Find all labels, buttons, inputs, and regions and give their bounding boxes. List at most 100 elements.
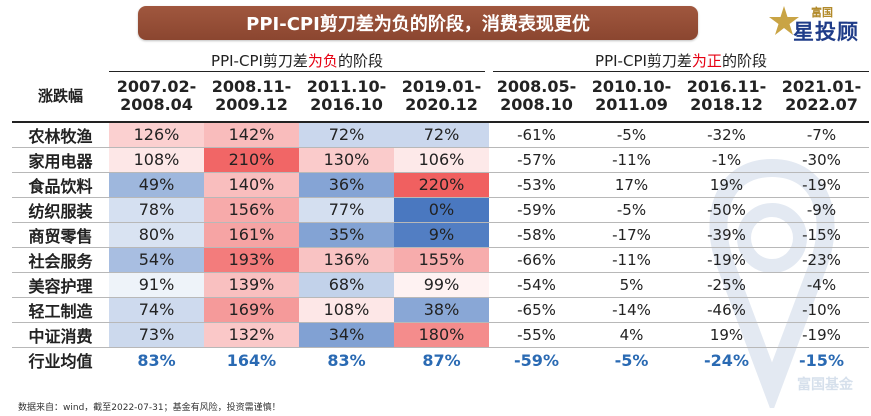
value-cell: -66% bbox=[489, 247, 584, 273]
value-cell: -19% bbox=[774, 172, 869, 198]
value-cell: 72% bbox=[299, 121, 394, 148]
value-cell: -5% bbox=[584, 121, 679, 148]
row-label: 行业均值 bbox=[28, 352, 93, 372]
value-cell: 164% bbox=[226, 350, 277, 370]
period-header-row: 涨跌幅 2007.02- 2008.04 2008.11- 2009.12 2011.1… bbox=[12, 71, 869, 123]
period-end: 2020.12 bbox=[405, 95, 478, 115]
table-row: 美容护理 91% 139% 68% 99% -54% 5% -25% -4% bbox=[12, 272, 869, 298]
value-cell: 35% bbox=[299, 222, 394, 248]
value-cell: -61% bbox=[489, 121, 584, 148]
value-cell: 83% bbox=[327, 350, 366, 370]
value-cell: 161% bbox=[204, 222, 299, 248]
value-cell: 87% bbox=[422, 350, 461, 370]
value-cell: 17% bbox=[584, 172, 679, 198]
logo-big-text: 星投顾 bbox=[793, 20, 859, 44]
period-end: 2008.10 bbox=[500, 95, 573, 115]
table-body: 农林牧渔 126% 142% 72% 72% -61% -5% -32% -7% 家用电器 108%… bbox=[12, 121, 869, 374]
group-header-positive: PPI-CPI剪刀差为正的阶段 bbox=[485, 50, 869, 72]
value-cell: -11% bbox=[584, 247, 679, 273]
title-banner: PPI-CPI剪刀差为负的阶段，消费表现更优 bbox=[138, 6, 698, 40]
period-start: 2010.10- bbox=[591, 77, 672, 97]
value-cell: -24% bbox=[704, 350, 749, 370]
value-cell: 169% bbox=[204, 297, 299, 323]
value-cell: -9% bbox=[774, 197, 869, 223]
value-cell: 140% bbox=[204, 172, 299, 198]
value-cell: -30% bbox=[774, 147, 869, 173]
logo-small-text: 富国 bbox=[811, 6, 833, 19]
table-row: 家用电器 108% 210% 130% 106% -57% -11% -1% -30% bbox=[12, 147, 869, 173]
value-cell: 0% bbox=[394, 197, 489, 223]
value-cell: 210% bbox=[204, 147, 299, 173]
group-header-prefix: PPI-CPI剪刀差 bbox=[595, 52, 692, 70]
period-end: 2018.12 bbox=[690, 95, 763, 115]
value-cell: -5% bbox=[584, 197, 679, 223]
period-header: 2010.10- 2011.09 bbox=[584, 71, 679, 123]
value-cell: 139% bbox=[204, 272, 299, 298]
row-label: 家用电器 bbox=[12, 147, 109, 173]
value-cell: 74% bbox=[109, 297, 204, 323]
value-cell: -10% bbox=[774, 297, 869, 323]
brand-logo: 富国 星投顾 bbox=[769, 2, 861, 44]
value-cell: -19% bbox=[774, 322, 869, 348]
row-label: 商贸零售 bbox=[12, 222, 109, 248]
value-cell: 126% bbox=[109, 121, 204, 148]
period-start: 2021.01- bbox=[781, 77, 862, 97]
group-header-highlight: 为负 bbox=[307, 52, 338, 70]
period-start: 2016.11- bbox=[686, 77, 767, 97]
table-row: 轻工制造 74% 169% 108% 38% -65% -14% -46% -10% bbox=[12, 297, 869, 323]
period-header: 2008.05- 2008.10 bbox=[489, 71, 584, 123]
value-cell: 91% bbox=[109, 272, 204, 298]
period-header: 2011.10- 2016.10 bbox=[299, 71, 394, 123]
row-label: 食品饮料 bbox=[12, 172, 109, 198]
value-cell: -4% bbox=[774, 272, 869, 298]
value-cell: 99% bbox=[394, 272, 489, 298]
period-end: 2016.10 bbox=[310, 95, 383, 115]
value-cell: 193% bbox=[204, 247, 299, 273]
value-cell: 19% bbox=[679, 322, 774, 348]
value-cell: 220% bbox=[394, 172, 489, 198]
value-cell: -50% bbox=[679, 197, 774, 223]
value-cell: 108% bbox=[109, 147, 204, 173]
row-label: 轻工制造 bbox=[12, 297, 109, 323]
value-cell: -15% bbox=[799, 350, 844, 370]
period-start: 2008.05- bbox=[496, 77, 577, 97]
period-start: 2008.11- bbox=[211, 77, 292, 97]
row-header-label: 涨跌幅 bbox=[12, 71, 109, 123]
value-cell: -19% bbox=[679, 247, 774, 273]
period-header: 2008.11- 2009.12 bbox=[204, 71, 299, 123]
value-cell: 130% bbox=[299, 147, 394, 173]
star-icon bbox=[769, 6, 799, 35]
value-cell: 36% bbox=[299, 172, 394, 198]
period-end: 2011.09 bbox=[595, 95, 668, 115]
row-label: 美容护理 bbox=[12, 272, 109, 298]
group-header-suffix: 的阶段 bbox=[721, 52, 767, 70]
value-cell: -58% bbox=[489, 222, 584, 248]
table-row: 社会服务 54% 193% 136% 155% -66% -11% -19% -23% bbox=[12, 247, 869, 273]
value-cell: -46% bbox=[679, 297, 774, 323]
period-start: 2019.01- bbox=[401, 77, 482, 97]
value-cell: -39% bbox=[679, 222, 774, 248]
group-header-negative: PPI-CPI剪刀差为负的阶段 bbox=[109, 50, 493, 72]
value-cell: 73% bbox=[109, 322, 204, 348]
value-cell: 156% bbox=[204, 197, 299, 223]
group-header-prefix: PPI-CPI剪刀差 bbox=[211, 52, 308, 70]
value-cell: 106% bbox=[394, 147, 489, 173]
row-label: 社会服务 bbox=[12, 247, 109, 273]
table-row: 食品饮料 49% 140% 36% 220% -53% 17% 19% -19% bbox=[12, 172, 869, 198]
table-row: 纺织服装 78% 156% 77% 0% -59% -5% -50% -9% bbox=[12, 197, 869, 223]
row-label: 纺织服装 bbox=[12, 197, 109, 223]
value-cell: -23% bbox=[774, 247, 869, 273]
period-header: 2016.11- 2018.12 bbox=[679, 71, 774, 123]
value-cell: 136% bbox=[299, 247, 394, 273]
group-header-spacer bbox=[12, 50, 109, 72]
value-cell: -11% bbox=[584, 147, 679, 173]
value-cell: 5% bbox=[584, 272, 679, 298]
footnote: 数据来自：wind，截至2022-07-31；基金有风险，投资需谨慎！ bbox=[18, 403, 281, 413]
period-start: 2007.02- bbox=[116, 77, 197, 97]
value-cell: -1% bbox=[679, 147, 774, 173]
period-end: 2022.07 bbox=[785, 95, 858, 115]
value-cell: 80% bbox=[109, 222, 204, 248]
period-header: 2021.01- 2022.07 bbox=[774, 71, 869, 123]
value-cell: 132% bbox=[204, 322, 299, 348]
watermark-text: 富国基金 bbox=[797, 377, 853, 393]
